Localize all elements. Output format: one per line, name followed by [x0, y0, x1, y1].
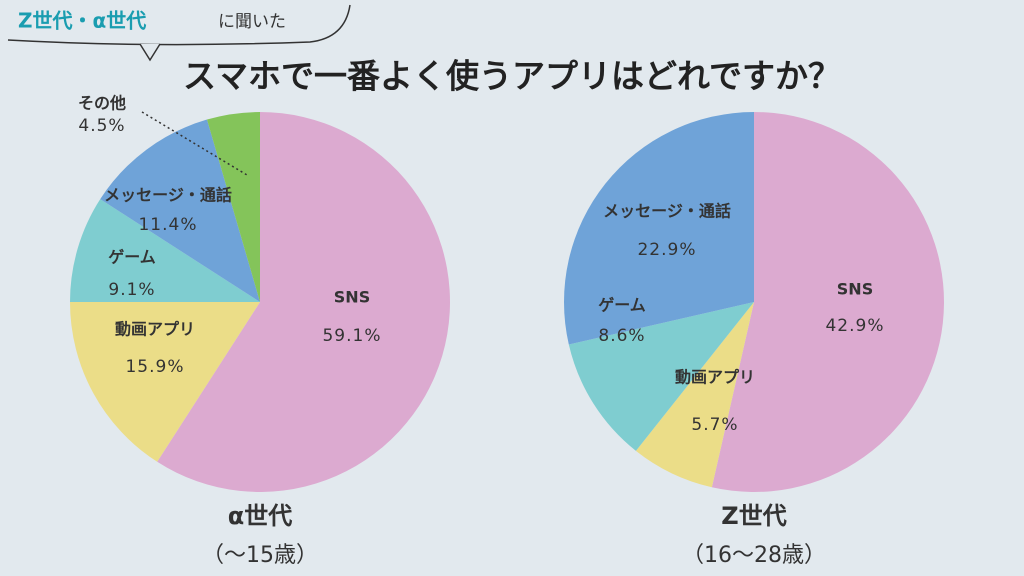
slice-label: 動画アプリ [675, 368, 755, 387]
leader-line [141, 111, 248, 176]
bubble-line [7, 4, 351, 46]
pie-slice [70, 302, 260, 462]
chart-subtitle: （16～28歳） [682, 543, 826, 568]
pie-slice [564, 112, 754, 345]
pie-slice [568, 302, 754, 451]
slice-value: 5.7% [691, 415, 738, 435]
pie-slice [711, 112, 944, 492]
charts: SNS 59.1% 動画アプリ 15.9% ゲーム 9.1% メッセージ・通話 11.4% その… [70, 94, 944, 568]
slice-label: 動画アプリ [115, 320, 195, 339]
pie-slice [100, 119, 261, 303]
chart-title: Z世代 [721, 502, 786, 530]
slice-value: 11.4% [138, 215, 197, 235]
slice-label: その他 [78, 94, 126, 113]
slice-label: SNS [334, 288, 370, 307]
slice-label: メッセージ・通話 [603, 202, 731, 221]
slice-value: 59.1% [322, 326, 381, 346]
main-title: スマホで一番よく使うアプリはどれですか？ [183, 57, 841, 96]
asked-label: に聞いた [218, 12, 286, 32]
chart-subtitle: （～15歳） [202, 543, 318, 568]
target-label: Z世代・α世代 [18, 9, 146, 33]
slice-value: 9.1% [108, 280, 155, 300]
pie-slice [635, 302, 754, 488]
slice-label: ゲーム [598, 296, 646, 315]
pie-slice [157, 112, 450, 493]
slice-label: メッセージ・通話 [104, 186, 232, 205]
chart-title: α世代 [228, 502, 293, 530]
slice-value: 15.9% [125, 357, 184, 377]
slice-value: 4.5% [78, 116, 125, 136]
pie-slice [70, 199, 260, 302]
slice-value: 22.9% [637, 240, 696, 260]
slice-label: SNS [837, 280, 873, 299]
slice-value: 42.9% [825, 316, 884, 336]
slice-value: 8.6% [598, 326, 645, 346]
bubble-tail [139, 43, 161, 62]
slice-label: ゲーム [108, 248, 156, 267]
